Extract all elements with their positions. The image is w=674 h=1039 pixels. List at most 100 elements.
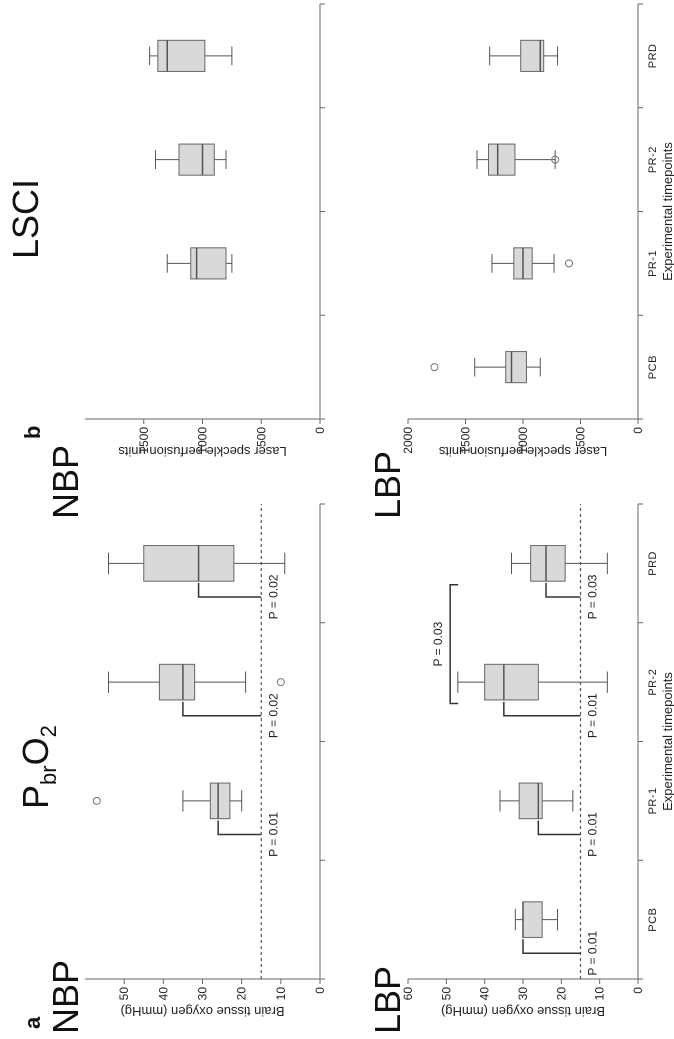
x-category-label: PR-2	[647, 146, 659, 173]
box-iqr	[520, 39, 545, 72]
panel-a-title-sub: br	[36, 765, 61, 785]
chart-b_lbp: 0 500 1000 1500 2000 Laser speckle perfusion …	[401, 3, 674, 459]
pvalue-bracket	[182, 701, 262, 717]
panel-a-title-sub2: 2	[36, 725, 61, 737]
panel-b-title: LSCI	[5, 179, 46, 259]
y-tick-label: 1500	[459, 427, 473, 454]
box-prd	[511, 545, 608, 582]
box-pr-2	[155, 143, 227, 176]
y-axis-label: Brain tissue oxygen (mmHg)	[121, 1004, 285, 1019]
box-iqr	[190, 247, 227, 280]
y-tick-label: 0	[631, 987, 645, 994]
x-axis-label: Experimental timepoints	[660, 142, 674, 281]
box-iqr	[488, 143, 516, 176]
chart-a_lbp: 0 10 20 30 40 50 60 Brain tissue oxygen (mmHg) P…	[401, 503, 674, 1019]
pvalue-bracket	[537, 820, 581, 836]
x-category-label: PRD	[647, 44, 659, 69]
pvalue-bracket	[545, 582, 581, 598]
y-tick-label: 40	[478, 987, 492, 1001]
pvalue-bracket	[522, 939, 581, 954]
outlier-point	[551, 155, 560, 164]
between-pvalue-label: P = 0.03	[431, 621, 445, 666]
box-pr-1	[491, 247, 573, 280]
pvalue-bracket	[217, 820, 262, 836]
box-iqr	[143, 545, 235, 582]
panel-a-title: PbrO2	[15, 725, 61, 809]
outlier-point	[565, 259, 573, 268]
y-tick-label: 0	[313, 987, 327, 994]
y-axis-label: Brain tissue oxygen (mmHg)	[441, 1004, 605, 1019]
pvalue-label: P = 0.01	[586, 812, 600, 857]
x-axis-label: Experimental timepoints	[660, 672, 674, 811]
y-tick-label: 40	[156, 987, 170, 1001]
box-pr-1	[499, 782, 574, 820]
chart-a_nbp: 0 10 20 30 40 50 Brain tissue oxygen (mmHg) P =…	[85, 503, 327, 1019]
y-tick-label: 50	[117, 987, 131, 1001]
pvalue-bracket	[503, 701, 581, 717]
row-label-nbp-a: NBP	[45, 960, 86, 1034]
y-tick-label: 10	[593, 987, 607, 1001]
pvalue-label: P = 0.02	[266, 574, 280, 619]
box-pcb	[514, 901, 558, 938]
pvalue-label: P = 0.03	[586, 574, 600, 619]
box-pcb	[430, 351, 541, 384]
y-tick-label: 60	[401, 987, 415, 1001]
panel-b-letter: b	[20, 426, 45, 439]
row-label-lbp-a: LBP	[367, 966, 408, 1034]
box-prd	[108, 545, 286, 582]
y-tick-label: 50	[439, 987, 453, 1001]
y-tick-label: 20	[554, 987, 568, 1001]
y-tick-label: 500	[254, 427, 268, 447]
box-iqr	[518, 782, 543, 820]
box-pr-2	[108, 663, 285, 701]
pvalue-label: P = 0.01	[586, 930, 600, 975]
outlier-point	[430, 363, 439, 372]
x-category-label: PCB	[647, 908, 659, 932]
y-tick-label: 500	[574, 427, 588, 447]
panel-a-title-p: P	[15, 785, 56, 809]
outlier-point	[276, 678, 285, 687]
pvalue-label: P = 0.02	[266, 693, 280, 738]
box-iqr	[530, 545, 566, 582]
x-category-label: PR-1	[647, 250, 659, 277]
box-iqr	[484, 663, 539, 701]
row-label-lbp-b: LBP	[367, 451, 408, 519]
pvalue-bracket	[197, 582, 262, 598]
box-prd	[489, 39, 558, 72]
x-category-label: PRD	[647, 551, 659, 576]
box-prd	[149, 39, 233, 72]
panel-a-letter: a	[20, 1016, 45, 1029]
y-tick-label: 1000	[196, 427, 210, 454]
x-category-label: PR-1	[647, 787, 659, 814]
x-category-label: PCB	[647, 355, 659, 379]
box-pr-2	[457, 663, 608, 701]
box-iqr	[178, 143, 215, 176]
plots-layer: 0 10 20 30 40 50 Brain tissue oxygen (mmHg) P =…	[85, 3, 674, 1019]
box-pr-1	[166, 247, 233, 280]
y-tick-label: 0	[631, 427, 645, 434]
box-iqr	[209, 782, 231, 820]
box-iqr	[505, 351, 527, 384]
y-tick-label: 0	[313, 427, 327, 434]
y-tick-label: 1000	[516, 427, 530, 454]
y-tick-label: 30	[516, 987, 530, 1001]
y-axis-label: Laser speckle perfusion units	[118, 444, 287, 459]
row-label-nbp-b: NBP	[45, 445, 86, 519]
pvalue-label: P = 0.01	[266, 812, 280, 857]
y-tick-label: 20	[235, 987, 249, 1001]
y-tick-label: 10	[274, 987, 288, 1001]
y-tick-label: 2000	[401, 427, 415, 454]
y-tick-label: 30	[196, 987, 210, 1001]
box-pr-1	[92, 782, 243, 820]
box-iqr	[158, 663, 196, 701]
y-axis-label: Laser speckle perfusion units	[438, 444, 607, 459]
outlier-point	[92, 796, 101, 805]
between-pvalue-bracket	[449, 584, 459, 705]
pvalue-label: P = 0.01	[586, 693, 600, 738]
x-category-label: PR-2	[647, 669, 659, 696]
box-iqr	[157, 39, 206, 72]
